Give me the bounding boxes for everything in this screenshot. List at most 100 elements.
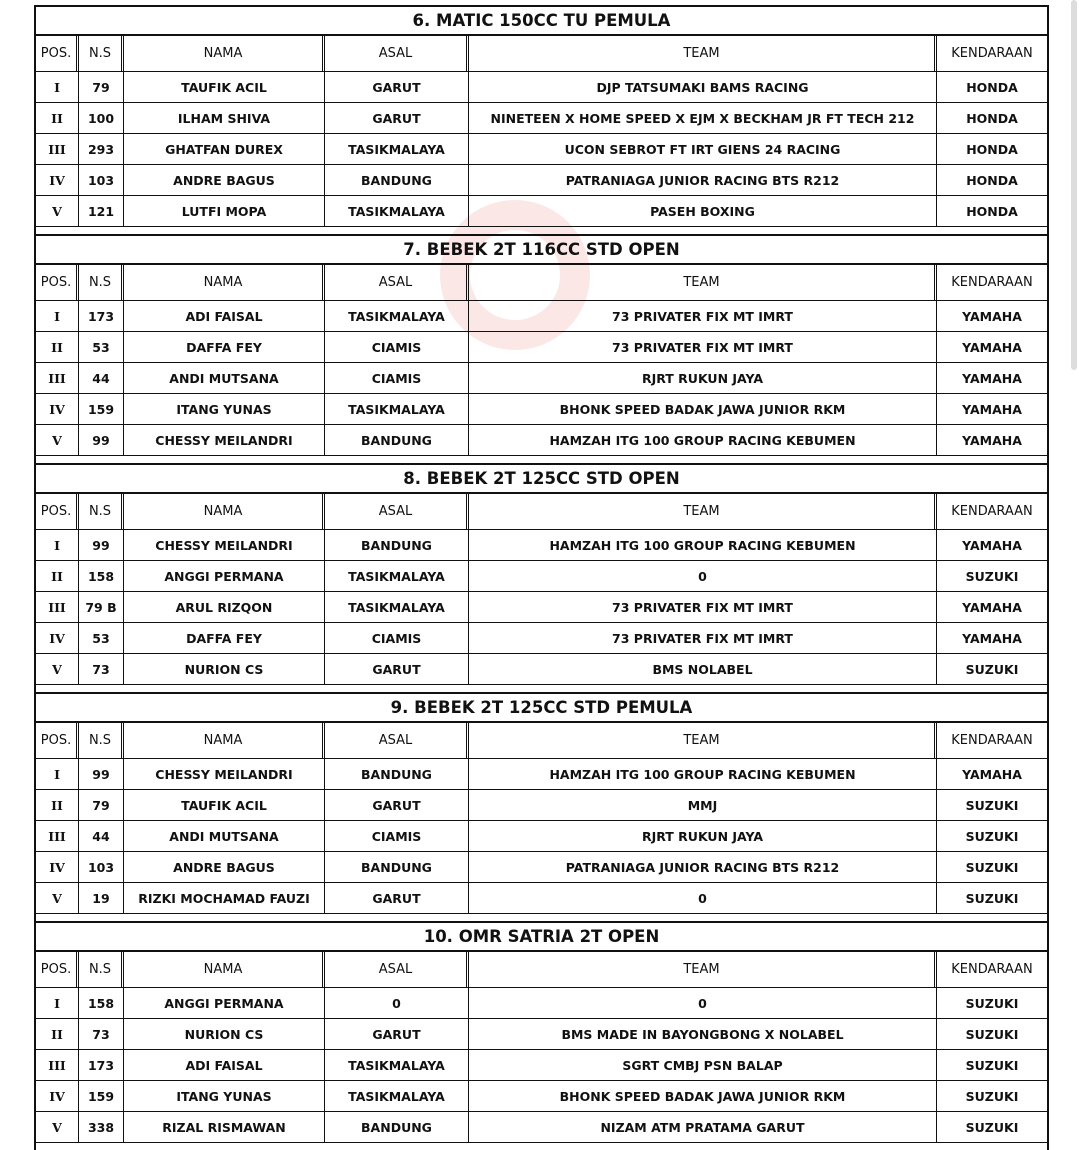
cell-asal: TASIKMALAYA	[325, 301, 469, 331]
header-team: TEAM	[469, 723, 937, 758]
cell-kendaraan: HONDA	[966, 79, 1018, 95]
cell-kendaraan: YAMAHA	[962, 599, 1022, 615]
scrollbar[interactable]	[1071, 0, 1077, 370]
header-team: TEAM	[469, 494, 937, 529]
results-section: 10. OMR SATRIA 2T OPEN POS. N.S NAMA ASAL TEA…	[36, 921, 1047, 1150]
cell-nama: ANGGI PERMANA	[124, 561, 325, 591]
table-row: II 53 DAFFA FEY CIAMIS 73 PRIVATER FIX MT IM…	[36, 332, 1047, 363]
table-row: II 158 ANGGI PERMANA TASIKMALAYA 0 SUZUKI	[36, 561, 1047, 592]
table-header-row: POS. N.S NAMA ASAL TEAM KENDARAAN	[36, 494, 1047, 530]
cell-nama: ITANG YUNAS	[124, 394, 325, 424]
cell-nama: ADI FAISAL	[124, 1050, 325, 1080]
section-spacer	[36, 227, 1047, 234]
cell-pos: V	[36, 654, 79, 684]
header-team: TEAM	[469, 265, 937, 300]
cell-asal: TASIKMALAYA	[325, 394, 469, 424]
cell-nama: GHATFAN DUREX	[124, 134, 325, 164]
cell-pos: IV	[36, 623, 79, 653]
table-row: IV 53 DAFFA FEY CIAMIS 73 PRIVATER FIX MT IM…	[36, 623, 1047, 654]
table-row: I 99 CHESSY MEILANDRI BANDUNG HAMZAH ITG 100…	[36, 759, 1047, 790]
cell-kendaraan: SUZUKI	[965, 1057, 1019, 1073]
table-row: I 158 ANGGI PERMANA 0 0 SUZUKI	[36, 988, 1047, 1019]
cell-ns: 73	[79, 654, 124, 684]
cell-pos: I	[36, 301, 79, 331]
cell-pos: IV	[36, 852, 79, 882]
cell-team: RJRT RUKUN JAYA	[469, 821, 937, 851]
cell-ns: 99	[79, 530, 124, 560]
cell-pos: II	[36, 561, 79, 591]
cell-asal: GARUT	[325, 883, 469, 913]
cell-pos: V	[36, 196, 79, 226]
cell-nama: TAUFIK ACIL	[124, 790, 325, 820]
cell-ns: 293	[79, 134, 124, 164]
cell-kendaraan: SUZUKI	[965, 661, 1019, 677]
cell-kendaraan: HONDA	[966, 203, 1018, 219]
cell-kendaraan: YAMAHA	[962, 401, 1022, 417]
header-ns: N.S	[79, 952, 124, 987]
cell-asal: CIAMIS	[325, 821, 469, 851]
cell-ns: 44	[79, 821, 124, 851]
cell-nama: RIZKI MOCHAMAD FAUZI	[124, 883, 325, 913]
cell-ns: 53	[79, 332, 124, 362]
section-title: 8. BEBEK 2T 125CC STD OPEN	[36, 465, 1047, 494]
cell-asal: GARUT	[325, 790, 469, 820]
cell-asal: BANDUNG	[325, 852, 469, 882]
header-kendaraan: KENDARAAN	[951, 733, 1033, 748]
cell-ns: 53	[79, 623, 124, 653]
cell-nama: ARUL RIZQON	[124, 592, 325, 622]
cell-asal: GARUT	[325, 72, 469, 102]
header-ns: N.S	[79, 723, 124, 758]
cell-pos: V	[36, 883, 79, 913]
cell-asal: BANDUNG	[325, 165, 469, 195]
header-pos: POS.	[36, 494, 79, 529]
cell-team: NIZAM ATM PRATAMA GARUT	[469, 1112, 937, 1142]
table-row: IV 103 ANDRE BAGUS BANDUNG PATRANIAGA JUNIOR…	[36, 165, 1047, 196]
cell-asal: GARUT	[325, 654, 469, 684]
cell-nama: CHESSY MEILANDRI	[124, 759, 325, 789]
table-row: IV 103 ANDRE BAGUS BANDUNG PATRANIAGA JUNIOR…	[36, 852, 1047, 883]
cell-pos: II	[36, 790, 79, 820]
cell-asal: TASIKMALAYA	[325, 134, 469, 164]
cell-nama: ADI FAISAL	[124, 301, 325, 331]
cell-team: PATRANIAGA JUNIOR RACING BTS R212	[469, 852, 937, 882]
cell-nama: ILHAM SHIVA	[124, 103, 325, 133]
section-spacer	[36, 1143, 1047, 1150]
cell-ns: 19	[79, 883, 124, 913]
header-team: TEAM	[469, 36, 937, 71]
cell-pos: II	[36, 332, 79, 362]
cell-pos: III	[36, 363, 79, 393]
cell-nama: DAFFA FEY	[124, 623, 325, 653]
cell-ns: 100	[79, 103, 124, 133]
table-row: V 19 RIZKI MOCHAMAD FAUZI GARUT 0 SUZUKI	[36, 883, 1047, 914]
table-row: V 121 LUTFI MOPA TASIKMALAYA PASEH BOXING HON…	[36, 196, 1047, 227]
cell-nama: DAFFA FEY	[124, 332, 325, 362]
table-row: I 99 CHESSY MEILANDRI BANDUNG HAMZAH ITG 100…	[36, 530, 1047, 561]
table-row: V 73 NURION CS GARUT BMS NOLABEL SUZUKI	[36, 654, 1047, 685]
header-nama: NAMA	[124, 723, 325, 758]
cell-asal: GARUT	[325, 103, 469, 133]
table-row: IV 159 ITANG YUNAS TASIKMALAYA BHONK SPEED B…	[36, 394, 1047, 425]
section-title: 9. BEBEK 2T 125CC STD PEMULA	[36, 694, 1047, 723]
cell-pos: V	[36, 425, 79, 455]
header-pos: POS.	[36, 36, 79, 71]
header-asal: ASAL	[325, 265, 469, 300]
cell-kendaraan: HONDA	[966, 172, 1018, 188]
cell-kendaraan: YAMAHA	[962, 370, 1022, 386]
header-kendaraan: KENDARAAN	[951, 504, 1033, 519]
cell-asal: BANDUNG	[325, 530, 469, 560]
cell-kendaraan: SUZUKI	[965, 995, 1019, 1011]
cell-asal: TASIKMALAYA	[325, 592, 469, 622]
cell-pos: V	[36, 1112, 79, 1142]
cell-team: PASEH BOXING	[469, 196, 937, 226]
table-row: I 173 ADI FAISAL TASIKMALAYA 73 PRIVATER FIX…	[36, 301, 1047, 332]
cell-ns: 159	[79, 1081, 124, 1111]
table-row: II 73 NURION CS GARUT BMS MADE IN BAYONGBONG…	[36, 1019, 1047, 1050]
header-pos: POS.	[36, 952, 79, 987]
cell-nama: NURION CS	[124, 1019, 325, 1049]
table-row: III 173 ADI FAISAL TASIKMALAYA SGRT CMBJ PSN…	[36, 1050, 1047, 1081]
cell-nama: ITANG YUNAS	[124, 1081, 325, 1111]
cell-ns: 159	[79, 394, 124, 424]
table-row: II 100 ILHAM SHIVA GARUT NINETEEN X HOME SPE…	[36, 103, 1047, 134]
cell-team: BHONK SPEED BADAK JAWA JUNIOR RKM	[469, 1081, 937, 1111]
cell-asal: CIAMIS	[325, 623, 469, 653]
